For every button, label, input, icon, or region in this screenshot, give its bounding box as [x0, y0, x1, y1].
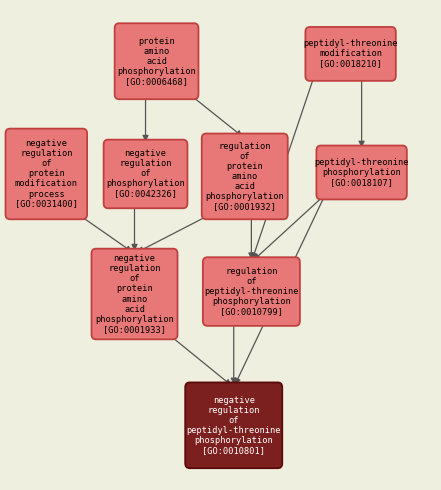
FancyBboxPatch shape [202, 133, 288, 220]
Text: peptidyl-threonine
modification
[GO:0018210]: peptidyl-threonine modification [GO:0018… [303, 39, 398, 69]
Text: protein
amino
acid
phosphorylation
[GO:0006468]: protein amino acid phosphorylation [GO:0… [117, 37, 196, 86]
Text: negative
regulation
of
protein
modification
process
[GO:0031400]: negative regulation of protein modificat… [15, 139, 78, 209]
FancyBboxPatch shape [305, 27, 396, 81]
FancyBboxPatch shape [115, 23, 198, 99]
FancyBboxPatch shape [5, 128, 87, 220]
Text: regulation
of
protein
amino
acid
phosphorylation
[GO:0001932]: regulation of protein amino acid phospho… [206, 142, 284, 211]
FancyBboxPatch shape [104, 140, 187, 208]
FancyBboxPatch shape [316, 146, 407, 199]
FancyBboxPatch shape [185, 382, 282, 468]
Text: negative
regulation
of
protein
amino
acid
phosphorylation
[GO:0001933]: negative regulation of protein amino aci… [95, 254, 174, 334]
FancyBboxPatch shape [92, 249, 177, 339]
Text: peptidyl-threonine
phosphorylation
[GO:0018107]: peptidyl-threonine phosphorylation [GO:0… [314, 158, 409, 187]
Text: negative
regulation
of
peptidyl-threonine
phosphorylation
[GO:0010801]: negative regulation of peptidyl-threonin… [187, 396, 281, 455]
Text: negative
regulation
of
phosphorylation
[GO:0042326]: negative regulation of phosphorylation [… [106, 149, 185, 198]
FancyBboxPatch shape [203, 257, 300, 326]
Text: regulation
of
peptidyl-threonine
phosphorylation
[GO:0010799]: regulation of peptidyl-threonine phospho… [204, 267, 299, 316]
